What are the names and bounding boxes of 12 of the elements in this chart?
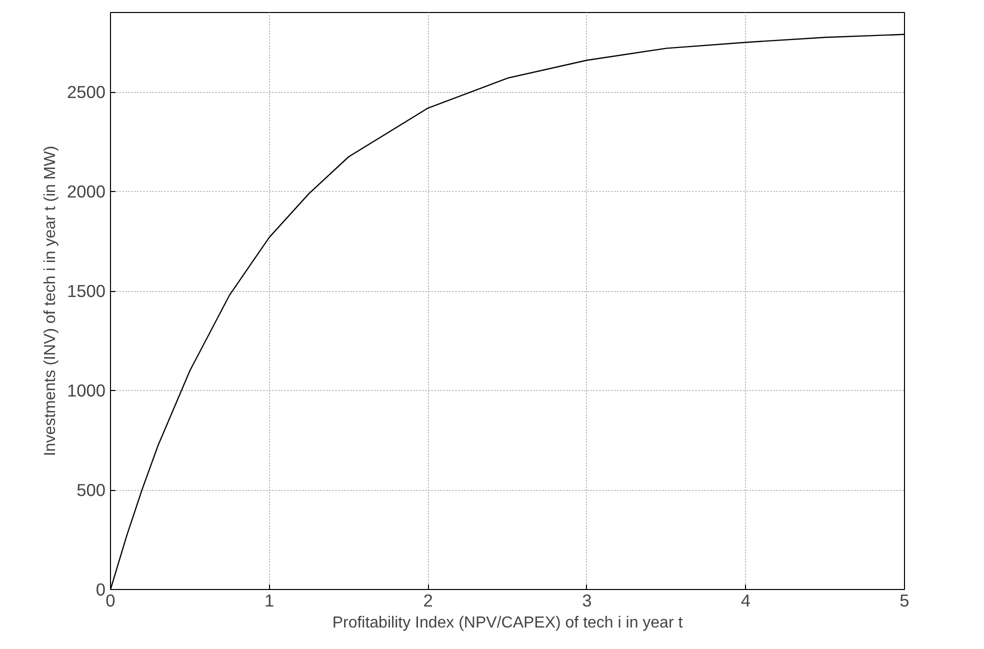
x-tick-label: 2	[423, 590, 433, 610]
y-tick-label: 2500	[66, 82, 106, 102]
y-tick-label: 500	[76, 480, 106, 500]
x-tick-label: 3	[582, 590, 592, 610]
x-tick-label: 4	[740, 590, 751, 610]
x-axis-title: Profitability Index (NPV/CAPEX) of tech i in year t	[332, 614, 684, 632]
y-axis-title: Investments (INV) of tech i in year t (in MW)	[42, 146, 59, 456]
x-tick-label: 5	[900, 590, 910, 610]
y-tick-label: 1500	[66, 281, 106, 302]
y-tick-label: 1000	[66, 380, 106, 401]
x-tick-label: 1	[264, 590, 274, 610]
y-tick-label: 2000	[66, 182, 106, 202]
